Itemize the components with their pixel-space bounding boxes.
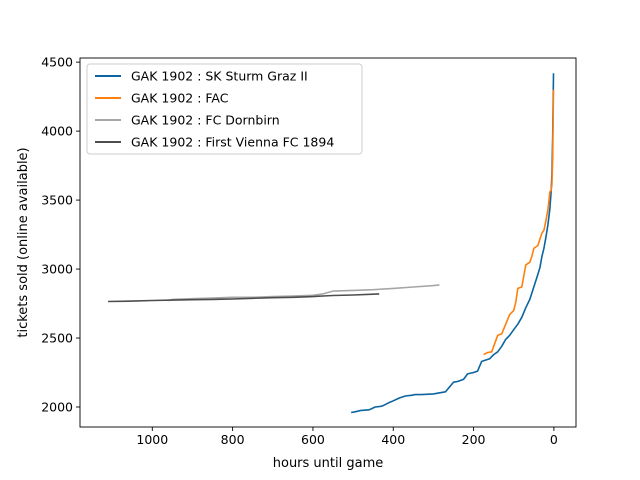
y-tick-label: 4000 (41, 124, 73, 139)
legend-label: GAK 1902 : FC Dornbirn (131, 113, 280, 128)
y-tick-label: 3500 (41, 193, 73, 208)
x-tick-label: 800 (221, 432, 245, 447)
y-tick-label: 4500 (41, 55, 73, 70)
x-axis-label: hours until game (273, 456, 384, 471)
y-tick-label: 2500 (41, 331, 73, 346)
x-tick-label: 0 (550, 432, 558, 447)
x-tick-label: 400 (381, 432, 405, 447)
y-tick-label: 3000 (41, 262, 73, 277)
x-tick-label: 200 (462, 432, 486, 447)
y-axis-ticks: 2000 2500 3000 3500 4000 4500 (41, 55, 80, 414)
series-line-2 (483, 89, 555, 356)
x-tick-label: 1000 (136, 432, 168, 447)
plot-frame (79, 57, 577, 428)
legend-box (86, 63, 363, 155)
series-line-1 (350, 73, 555, 414)
series-line-3 (168, 284, 440, 302)
y-axis-label: tickets sold (online available) (16, 147, 31, 337)
series-layer (108, 73, 555, 414)
y-tick-label: 2000 (41, 399, 73, 414)
legend-label: GAK 1902 : FAC (131, 91, 229, 106)
series-line-4 (108, 293, 380, 303)
legend: GAK 1902 : SK Sturm Graz II GAK 1902 : FA… (86, 63, 363, 155)
x-tick-label: 600 (301, 432, 325, 447)
legend-label: GAK 1902 : First Vienna FC 1894 (131, 135, 334, 150)
x-axis-ticks: 1000 800 600 400 200 0 (136, 427, 558, 447)
legend-label: GAK 1902 : SK Sturm Graz II (131, 69, 308, 84)
